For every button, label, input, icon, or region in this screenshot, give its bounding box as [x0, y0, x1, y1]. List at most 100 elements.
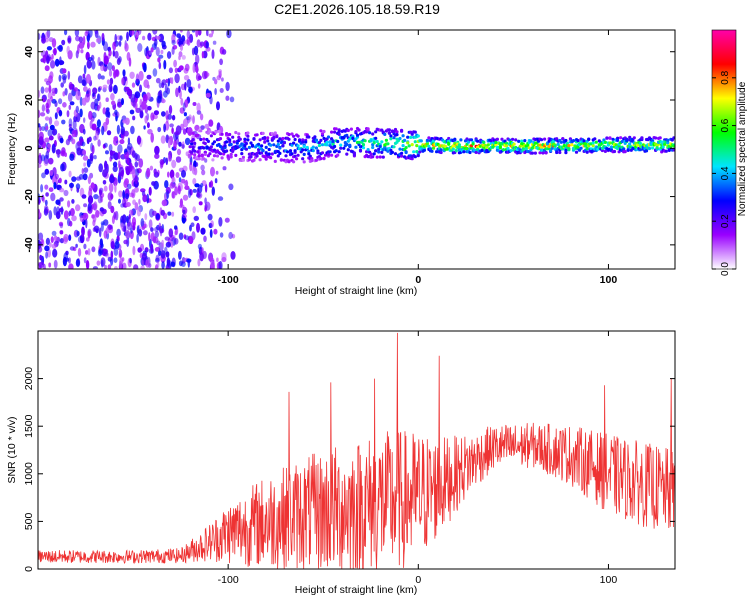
- heatmap-noise-cell: [135, 34, 138, 42]
- heatmap-noise-cell: [81, 168, 85, 175]
- heatmap-noise-cell: [89, 155, 93, 165]
- heatmap-signal-cell: [398, 136, 402, 141]
- heatmap-noise-cell: [87, 230, 91, 239]
- heatmap-noise-cell: [127, 142, 133, 150]
- heatmap-noise-cell: [155, 213, 160, 220]
- heatmap-signal-cell: [190, 150, 194, 154]
- heatmap-signal-cell: [196, 133, 200, 137]
- heatmap-noise-cell: [154, 145, 160, 155]
- heatmap-signal-cell: [543, 137, 547, 141]
- heatmap-noise-cell: [48, 242, 52, 248]
- heatmap-signal-cell: [386, 142, 390, 146]
- heatmap-signal-cell: [616, 146, 620, 151]
- heatmap-noise-cell: [193, 160, 197, 168]
- heatmap-noise-cell: [101, 32, 105, 41]
- heatmap-noise-cell: [68, 104, 72, 111]
- heatmap-signal-cell: [276, 154, 280, 158]
- heatmap-noise-cell: [105, 150, 109, 155]
- heatmap-noise-cell: [51, 243, 57, 249]
- heatmap-noise-cell: [96, 104, 100, 112]
- heatmap-noise-cell: [208, 181, 212, 188]
- heatmap-noise-cell: [53, 47, 57, 56]
- heatmap-noise-cell: [126, 51, 131, 61]
- heatmap-signal-cell: [333, 144, 337, 149]
- heatmap-noise-cell: [44, 116, 50, 121]
- heatmap-signal-cell: [439, 148, 443, 152]
- heatmap-noise-cell: [88, 136, 92, 143]
- heatmap-signal-cell: [374, 149, 378, 153]
- heatmap-signal-cell: [655, 146, 659, 150]
- heatmap-signal-cell: [270, 152, 274, 156]
- heatmap-noise-cell: [145, 259, 150, 268]
- heatmap-noise-cell: [104, 264, 107, 269]
- heatmap-noise-cell: [47, 143, 52, 148]
- heatmap-noise-cell: [49, 124, 55, 131]
- heatmap-signal-cell: [471, 142, 475, 146]
- heatmap-noise-cell: [75, 243, 78, 248]
- heatmap-noise-cell: [93, 155, 97, 160]
- heatmap-noise-cell: [77, 247, 82, 257]
- heatmap-signal-cell: [334, 149, 338, 153]
- heatmap-noise-cell: [67, 35, 72, 44]
- heatmap-noise-cell: [150, 232, 155, 242]
- heatmap-signal-cell: [457, 143, 461, 147]
- heatmap-noise-cell: [156, 95, 162, 104]
- heatmap-signal-cell: [260, 151, 264, 155]
- heatmap-noise-cell: [110, 93, 115, 101]
- heatmap-signal-cell: [381, 148, 385, 152]
- heatmap-noise-cell: [136, 206, 142, 217]
- heatmap-noise-cell: [182, 128, 187, 135]
- heatmap-signal-cell: [415, 150, 419, 154]
- heatmap-signal-cell: [611, 137, 615, 141]
- heatmap-noise-cell: [67, 92, 73, 103]
- heatmap-signal-cell: [266, 136, 270, 140]
- heatmap-y-ticks: -40 -20 0 20 40: [23, 46, 675, 252]
- heatmap-noise-cell: [38, 246, 43, 253]
- heatmap-signal-cell: [564, 138, 568, 143]
- heatmap-signal-cell: [209, 145, 213, 149]
- heatmap-x-tick-label: 0: [415, 274, 421, 286]
- heatmap-signal-cell: [252, 158, 256, 162]
- heatmap-signal-cell: [553, 144, 557, 148]
- heatmap-noise-cell: [85, 73, 91, 84]
- heatmap-signal-cell: [226, 154, 230, 158]
- heatmap-noise-cell: [180, 98, 184, 106]
- heatmap-signal-cell: [272, 136, 276, 140]
- heatmap-signal-cell: [416, 154, 420, 158]
- heatmap-signal-cell: [249, 141, 253, 145]
- heatmap-signal-cell: [579, 146, 583, 150]
- heatmap-signal-cell: [600, 148, 605, 153]
- heatmap-noise-cell: [179, 204, 185, 209]
- heatmap-signal-cell: [377, 147, 381, 151]
- heatmap-signal-cell: [276, 142, 280, 147]
- heatmap-noise-cell: [62, 91, 66, 97]
- heatmap-signal-cell: [202, 157, 206, 161]
- heatmap-signal-cell: [623, 150, 627, 154]
- heatmap-noise-cell: [182, 194, 189, 201]
- heatmap-signal-cell: [632, 136, 636, 140]
- heatmap-signal-cell: [349, 127, 353, 131]
- heatmap-signal-cell: [301, 148, 305, 152]
- heatmap-signal-cell: [339, 146, 343, 150]
- heatmap-noise-cell: [164, 180, 169, 189]
- heatmap-signal-cell: [523, 139, 527, 143]
- heatmap-noise-cell: [71, 215, 77, 222]
- heatmap-signal-cell: [374, 136, 378, 140]
- heatmap-noise-cell: [134, 202, 139, 211]
- heatmap-signal-cell: [308, 154, 312, 158]
- heatmap-noise-cell: [192, 115, 195, 125]
- heatmap-noise-cell: [64, 152, 67, 157]
- heatmap-signal-cell: [466, 140, 471, 144]
- heatmap-cells: [38, 30, 675, 269]
- heatmap-noise-cell: [45, 31, 50, 40]
- heatmap-noise-cell: [75, 258, 80, 267]
- heatmap-noise-cell: [114, 33, 117, 44]
- heatmap-noise-cell: [39, 254, 43, 261]
- heatmap-noise-cell: [68, 134, 72, 141]
- heatmap-noise-cell: [203, 235, 207, 242]
- heatmap-signal-cell: [582, 139, 586, 143]
- heatmap-noise-cell: [153, 168, 157, 175]
- heatmap-signal-cell: [620, 140, 624, 144]
- heatmap-noise-cell: [44, 168, 50, 175]
- heatmap-noise-cell: [197, 258, 201, 267]
